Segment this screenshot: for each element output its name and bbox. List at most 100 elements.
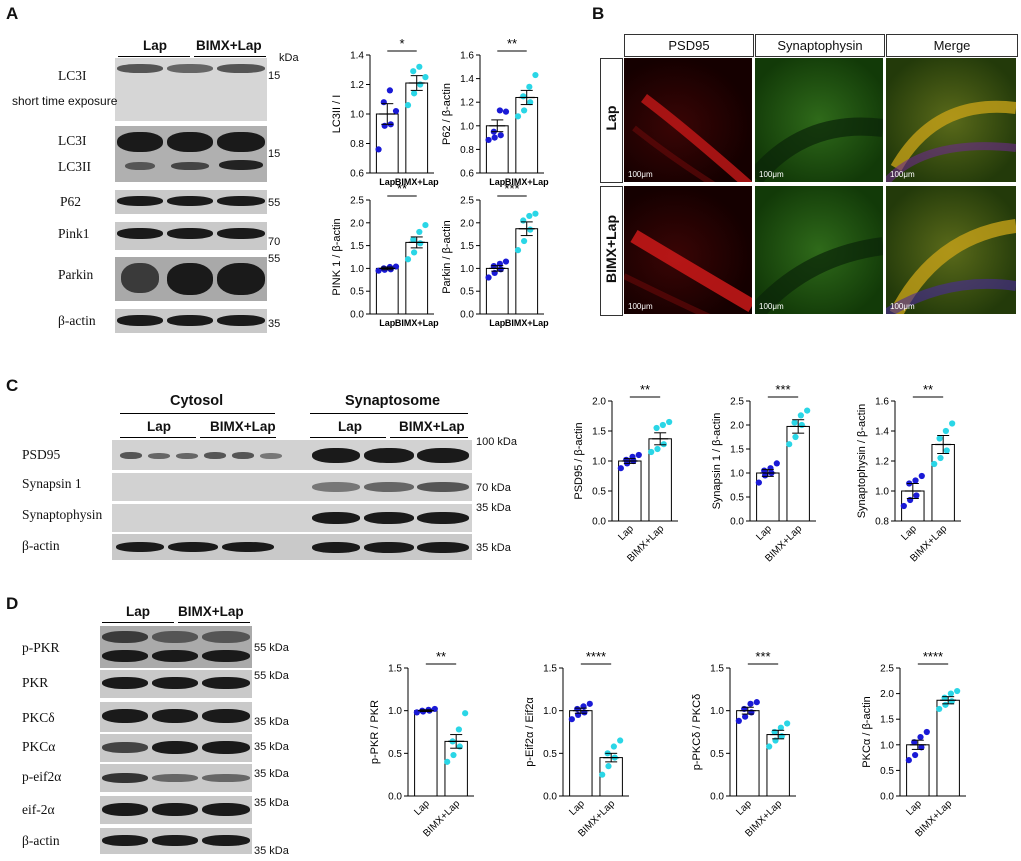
- label-bactin-d: β-actin: [22, 833, 60, 848]
- y-tick-label: 1.5: [388, 664, 402, 675]
- data-point: [931, 460, 938, 468]
- blot-pkr: [100, 670, 252, 698]
- y-tick-label: 0.0: [388, 792, 402, 803]
- data-point: [404, 102, 412, 109]
- y-tick-label: 1.0: [388, 706, 402, 717]
- data-point: [417, 81, 424, 88]
- blot-pkcd: [100, 702, 252, 732]
- data-point: [422, 74, 429, 81]
- significance-label: ***: [504, 181, 519, 196]
- data-point: [491, 134, 498, 141]
- data-point: [375, 146, 382, 153]
- x-tick-label: Lap: [904, 798, 924, 818]
- data-point: [514, 247, 522, 254]
- data-point: [942, 701, 949, 708]
- y-tick-label: 0.8: [350, 139, 364, 150]
- x-tick-label: Lap: [567, 798, 587, 818]
- data-point: [532, 71, 539, 79]
- marker-d-35b: 35 kDa: [254, 741, 289, 753]
- y-axis-label: P62 / β-actin: [441, 83, 453, 145]
- data-point: [660, 441, 667, 448]
- data-point: [912, 477, 919, 484]
- significance-label: **: [397, 181, 407, 196]
- significance-label: **: [436, 649, 446, 664]
- blot-bactin-c: [112, 534, 472, 560]
- y-tick-label: 2.0: [460, 218, 474, 229]
- data-point: [404, 256, 412, 263]
- micrograph-lap-synaptophysin: 100μm: [755, 58, 883, 182]
- group-line-d2: [178, 622, 250, 623]
- bar: [569, 710, 593, 797]
- x-tick-label: Lap: [379, 177, 396, 187]
- data-point: [923, 728, 930, 736]
- y-tick-label: 0.0: [880, 792, 894, 803]
- marker-d-35d: 35 kDa: [254, 797, 289, 809]
- data-point: [905, 757, 912, 764]
- x-tick-label: Lap: [754, 523, 774, 543]
- y-tick-label: 0.0: [460, 310, 474, 321]
- marker-d-35e: 35 kDa: [254, 845, 289, 857]
- y-tick-label: 1.0: [710, 706, 724, 717]
- label-pink1: Pink1: [58, 226, 90, 241]
- data-point: [526, 83, 533, 90]
- data-point: [485, 274, 492, 281]
- y-tick-label: 0.8: [460, 145, 474, 156]
- y-tick-label: 1.4: [875, 427, 889, 438]
- data-point: [762, 472, 769, 479]
- marker-d-55b: 55 kDa: [254, 670, 289, 682]
- label-short-exposure: short time exposure: [12, 94, 118, 108]
- y-tick-label: 0.0: [592, 517, 606, 528]
- col-header-synaptophysin: Synaptophysin: [755, 34, 885, 57]
- y-tick-label: 1.0: [460, 121, 474, 132]
- blot-bactin-d: [100, 828, 252, 854]
- data-point: [791, 419, 798, 426]
- marker-a-15a: 15: [268, 70, 281, 82]
- data-point: [502, 258, 510, 265]
- col-header-psd95: PSD95: [624, 34, 754, 57]
- significance-label: ***: [775, 382, 790, 397]
- row-header-lap-box: Lap: [600, 58, 623, 183]
- y-tick-label: 1.4: [350, 51, 364, 62]
- data-point: [786, 441, 793, 448]
- y-tick-label: 1.0: [880, 740, 894, 751]
- y-tick-label: 2.0: [880, 689, 894, 700]
- data-point: [444, 758, 451, 765]
- y-tick-label: 0.5: [388, 749, 402, 760]
- data-point: [417, 240, 424, 247]
- data-point: [411, 90, 418, 97]
- data-point: [918, 472, 925, 480]
- group-d-lap: Lap: [126, 604, 151, 619]
- marker-a-35: 35: [268, 318, 281, 330]
- label-bactin-a: β-actin: [58, 313, 96, 328]
- x-tick-label: Lap: [734, 798, 754, 818]
- group-line-c4: [390, 437, 468, 438]
- data-point: [755, 479, 762, 486]
- label-lc3ii: LC3II: [58, 159, 91, 174]
- y-axis-label: LC3II / I: [331, 95, 343, 134]
- data-point: [485, 136, 492, 144]
- data-point: [804, 407, 811, 414]
- data-point: [635, 451, 642, 459]
- marker-d-55a: 55 kDa: [254, 642, 289, 654]
- data-point: [521, 237, 528, 245]
- data-point: [410, 68, 417, 75]
- blot-p62: [115, 190, 267, 214]
- data-point: [735, 717, 742, 725]
- group-line-c2: [200, 437, 276, 438]
- data-point: [527, 99, 534, 106]
- scale-bar-1: 100μm: [628, 170, 653, 179]
- x-tick-label: Lap: [489, 177, 506, 187]
- y-tick-label: 1.2: [875, 457, 889, 468]
- x-tick-label: Lap: [412, 798, 432, 818]
- data-point: [375, 267, 382, 274]
- data-point: [949, 420, 956, 427]
- data-point: [617, 737, 624, 744]
- blot-synaptophysin: [112, 504, 472, 532]
- scale-bar-2: 100μm: [759, 170, 784, 179]
- data-point: [947, 690, 954, 697]
- y-axis-label: p-PKCδ / PKCδ: [691, 694, 703, 770]
- marker-a-55b: 55: [268, 253, 281, 265]
- x-tick-label: Lap: [489, 318, 506, 328]
- panel-label-a: A: [6, 4, 19, 23]
- micrograph-bimx-merge: 100μm: [886, 186, 1016, 314]
